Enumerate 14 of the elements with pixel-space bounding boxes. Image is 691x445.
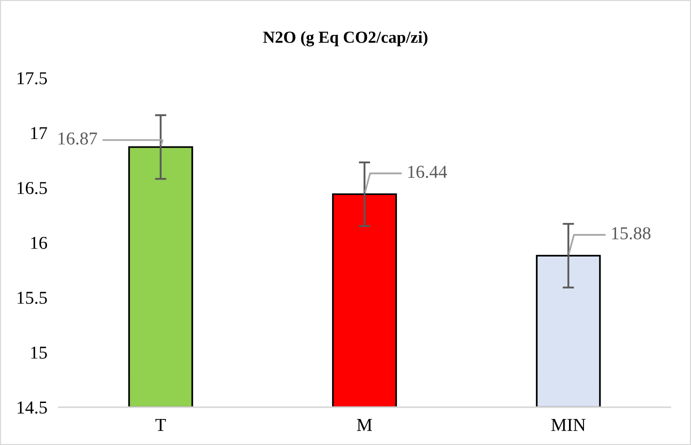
y-tick-label: 15.5 bbox=[18, 292, 47, 304]
chart-title: N2O (g Eq CO2/cap/zi) bbox=[263, 31, 428, 46]
y-tick-label: 16 bbox=[31, 236, 48, 249]
y-tick-label: 17 bbox=[31, 127, 48, 140]
y-tick-label: 15 bbox=[31, 346, 47, 359]
y-tick-label: 17.5 bbox=[18, 72, 47, 84]
x-tick-label: MIN bbox=[551, 418, 586, 431]
data-label: 15.88 bbox=[612, 227, 650, 240]
y-tick-label: 16.5 bbox=[18, 182, 47, 194]
x-tick-label: M bbox=[356, 418, 372, 431]
data-label: 16.87 bbox=[58, 132, 98, 145]
x-tick-label: T bbox=[155, 418, 166, 431]
y-tick-label: 14.5 bbox=[18, 402, 47, 414]
data-label: 16.44 bbox=[408, 166, 448, 178]
